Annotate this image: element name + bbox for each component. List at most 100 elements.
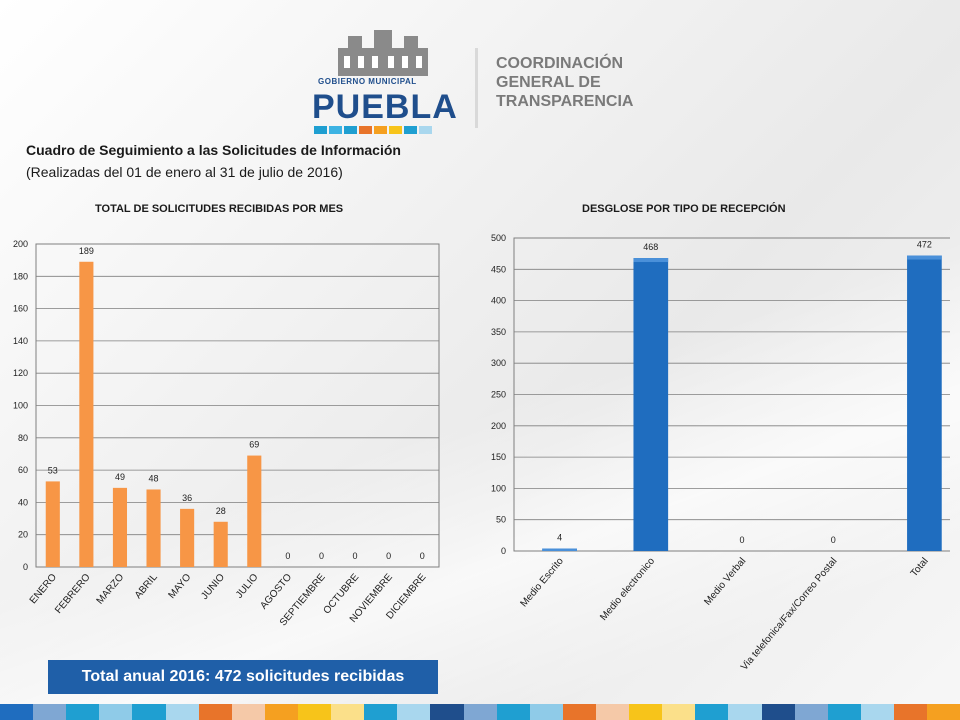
- strip-swatch: [430, 704, 464, 720]
- data-label: 0: [739, 535, 744, 545]
- strip-swatch: [562, 704, 596, 720]
- strip-swatch: [695, 704, 729, 720]
- data-label: 28: [216, 506, 226, 516]
- y-tick-label: 120: [13, 368, 28, 378]
- total-annual-box: Total anual 2016: 472 solicitudes recibi…: [48, 660, 438, 694]
- data-label: 189: [79, 246, 94, 256]
- coordination-line: TRANSPARENCIA: [496, 93, 634, 110]
- strip-swatch: [165, 704, 199, 720]
- data-label: 0: [420, 551, 425, 561]
- data-label: 0: [319, 551, 324, 561]
- data-label: 0: [386, 551, 391, 561]
- data-label: 4: [557, 532, 562, 542]
- data-label: 472: [917, 240, 932, 250]
- strip-swatch: [66, 704, 100, 720]
- strip-swatch: [404, 126, 417, 134]
- bar: [247, 455, 262, 567]
- y-tick-label: 40: [18, 497, 28, 507]
- category-label: Medio Escrito: [519, 556, 567, 610]
- bar: [907, 255, 942, 551]
- y-tick-label: 450: [491, 264, 506, 274]
- strip-swatch: [419, 126, 432, 134]
- strip-swatch: [331, 704, 365, 720]
- strip-swatch: [132, 704, 166, 720]
- strip-swatch: [297, 704, 332, 720]
- category-label: ENERO: [28, 572, 59, 606]
- category-label: MAYO: [167, 572, 194, 601]
- logo-divider: [475, 48, 478, 128]
- strip-swatch: [329, 126, 342, 134]
- category-label: ABRIL: [133, 572, 160, 602]
- category-label: Medio electronico: [598, 556, 657, 623]
- category-label: Via telefonica/Fax/Correo Postal: [739, 556, 839, 673]
- strip-swatch: [344, 126, 357, 134]
- building-icon: [338, 30, 428, 76]
- y-tick-label: 350: [491, 327, 506, 337]
- strip-swatch: [794, 704, 828, 720]
- strip-swatch: [761, 704, 795, 720]
- data-label: 0: [353, 551, 358, 561]
- y-tick-label: 160: [13, 304, 28, 314]
- coordination-name: COORDINACIÓN GENERAL DE TRANSPARENCIA: [496, 54, 633, 111]
- strip-swatch: [827, 704, 861, 720]
- y-tick-label: 20: [18, 530, 28, 540]
- y-tick-label: 400: [491, 296, 506, 306]
- y-tick-label: 140: [13, 336, 28, 346]
- data-label: 0: [831, 535, 836, 545]
- data-label: 48: [149, 473, 159, 483]
- bar: [79, 261, 94, 567]
- y-tick-label: 50: [496, 515, 506, 525]
- data-label: 468: [643, 242, 658, 252]
- strip-swatch: [198, 704, 232, 720]
- category-label: JULIO: [234, 572, 261, 601]
- y-tick-label: 100: [13, 401, 28, 411]
- data-label: 36: [182, 493, 192, 503]
- page-title: Cuadro de Seguimiento a las Solicitudes …: [26, 142, 401, 158]
- strip-swatch: [397, 704, 431, 720]
- category-label: FEBRERO: [53, 572, 93, 616]
- y-tick-label: 80: [18, 433, 28, 443]
- page-subtitle: (Realizadas del 01 de enero al 31 de jul…: [26, 164, 343, 180]
- data-label: 49: [115, 472, 125, 482]
- strip-swatch: [314, 126, 327, 134]
- y-tick-label: 0: [501, 546, 506, 556]
- strip-swatch: [893, 704, 928, 720]
- data-label: 0: [285, 551, 290, 561]
- strip-swatch: [389, 126, 402, 134]
- y-tick-label: 300: [491, 358, 506, 368]
- y-tick-label: 200: [491, 421, 506, 431]
- gov-label: GOBIERNO MUNICIPAL: [318, 77, 417, 86]
- strip-swatch: [364, 704, 398, 720]
- bar-cap: [633, 258, 669, 263]
- bar: [112, 487, 128, 567]
- y-tick-label: 500: [491, 233, 506, 243]
- strip-swatch: [33, 704, 67, 720]
- strip-swatch: [264, 704, 298, 720]
- bar-cap: [542, 548, 577, 551]
- strip-swatch: [595, 704, 630, 720]
- monthly-chart-title: TOTAL DE SOLICITUDES RECIBIDAS POR MES: [95, 203, 344, 215]
- category-label: MARZO: [95, 572, 127, 607]
- strip-swatch: [496, 704, 530, 720]
- logo-color-strip: [314, 126, 434, 134]
- category-label: Medio Verbal: [702, 556, 748, 608]
- city-wordmark: PUEBLA: [312, 88, 458, 126]
- bar: [213, 521, 228, 567]
- coordination-line: GENERAL DE: [496, 74, 601, 91]
- y-tick-label: 200: [13, 239, 28, 249]
- coordination-line: COORDINACIÓN: [496, 55, 624, 72]
- strip-swatch: [927, 704, 960, 720]
- bar: [633, 258, 669, 551]
- strip-swatch: [728, 704, 762, 720]
- data-label: 69: [249, 440, 259, 450]
- strip-swatch: [0, 704, 34, 720]
- strip-swatch: [463, 704, 497, 720]
- data-label: 53: [48, 465, 58, 475]
- reception-chart-title: DESGLOSE POR TIPO DE RECEPCIÓN: [582, 203, 786, 215]
- y-tick-label: 150: [491, 452, 506, 462]
- monthly-bar-chart: 0 20 40 60 80 100 120 140 160 180 200 53 ENERO 189 FEB…: [13, 239, 440, 628]
- y-tick-label: 180: [13, 271, 28, 281]
- bar: [45, 481, 60, 567]
- strip-swatch: [662, 704, 696, 720]
